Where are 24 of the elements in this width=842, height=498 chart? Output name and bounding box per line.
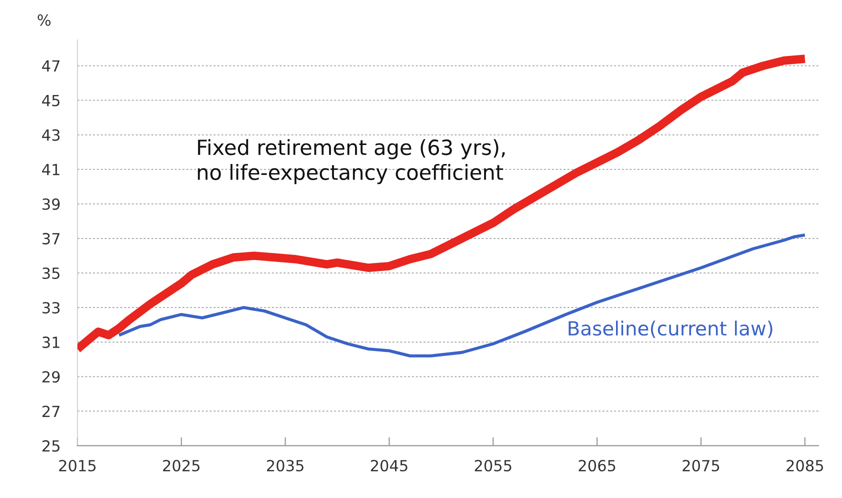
x-tick-label: 2085: [786, 460, 824, 472]
y-tick-label: 25: [42, 440, 60, 452]
x-tick-label: 2075: [682, 460, 720, 472]
x-tick-label: 2065: [578, 460, 616, 472]
line-series: [118, 233, 806, 358]
y-tick-label: 27: [42, 406, 60, 417]
x-tick-label: 2055: [474, 460, 512, 472]
x-tick-label: 2025: [163, 460, 200, 472]
x-tick-label: 2015: [59, 460, 96, 472]
y-tick-label: 33: [42, 302, 60, 314]
y-tick-label: 37: [42, 232, 60, 244]
y-tick-label: 35: [42, 267, 60, 280]
series-label: Fixed retirement age (63 yrs), no life-expectancy coefficient: [198, 139, 505, 184]
y-axis-title: %: [38, 14, 51, 26]
y-tick-label: 45: [42, 94, 60, 106]
series-label: Baseline(current law): [568, 320, 772, 338]
x-tick-label: 2035: [266, 460, 304, 472]
y-tick-label: 47: [42, 60, 60, 72]
y-tick-label: 31: [42, 336, 60, 348]
y-tick-label: 39: [42, 198, 60, 210]
y-tick-label: 41: [42, 164, 60, 176]
y-tick-label: 29: [42, 371, 60, 383]
y-tick-label: 43: [42, 129, 60, 141]
x-tick-label: 2045: [370, 460, 408, 472]
